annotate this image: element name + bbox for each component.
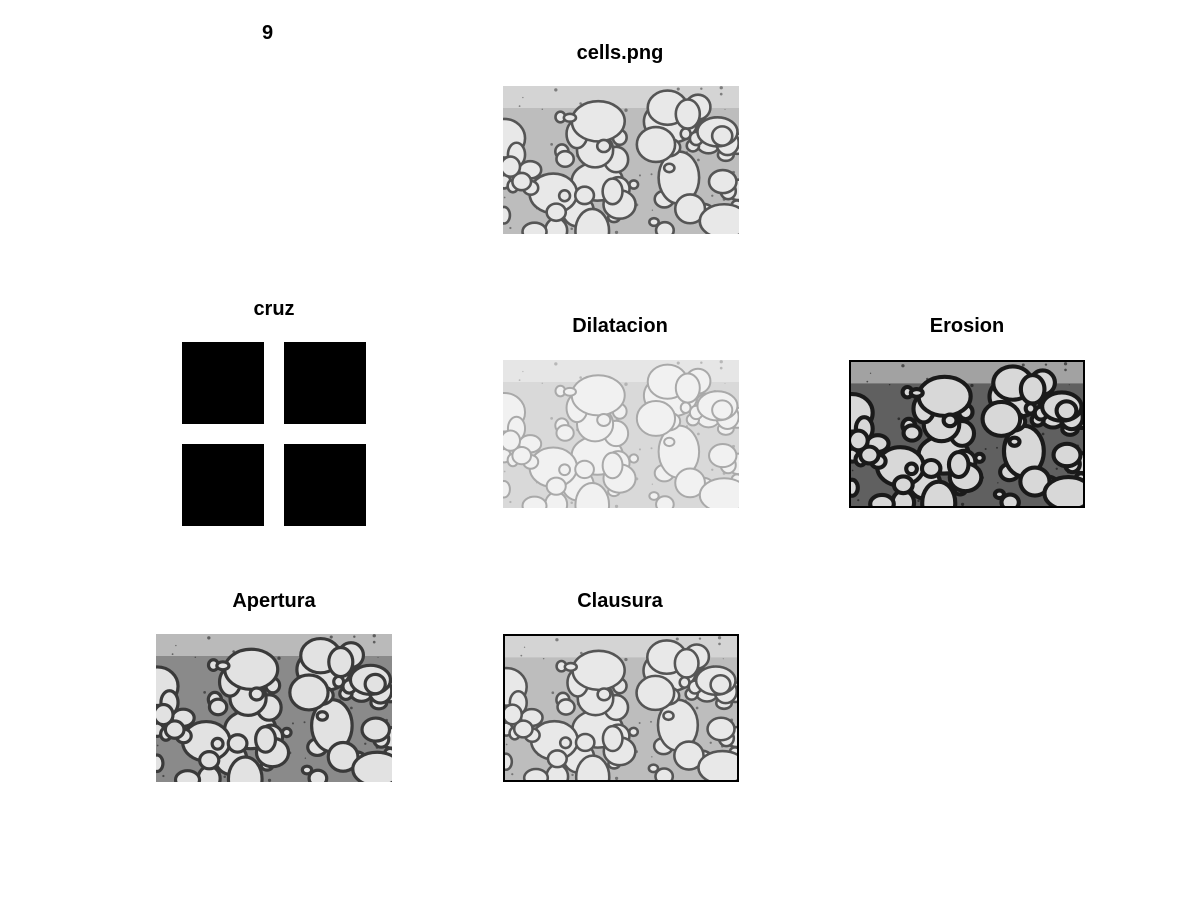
figure-number: 9 [262,22,274,44]
structuring-element [182,342,366,526]
erosion-title: Erosion [929,315,1005,337]
cruz-title: cruz [253,298,295,320]
cross-mask-top-left [182,342,264,424]
closing-title: Clausura [577,590,663,612]
cross-mask-top-right [284,342,366,424]
original-image [503,86,739,234]
erosion-image [849,360,1085,508]
dilation-title: Dilatacion [572,315,668,337]
dilation-image [503,360,739,508]
cross-mask-bottom-right [284,444,366,526]
opening-image [156,634,392,782]
original-title: cells.png [576,42,664,64]
closing-image [503,634,739,782]
opening-title: Apertura [232,590,316,612]
cross-mask-bottom-left [182,444,264,526]
